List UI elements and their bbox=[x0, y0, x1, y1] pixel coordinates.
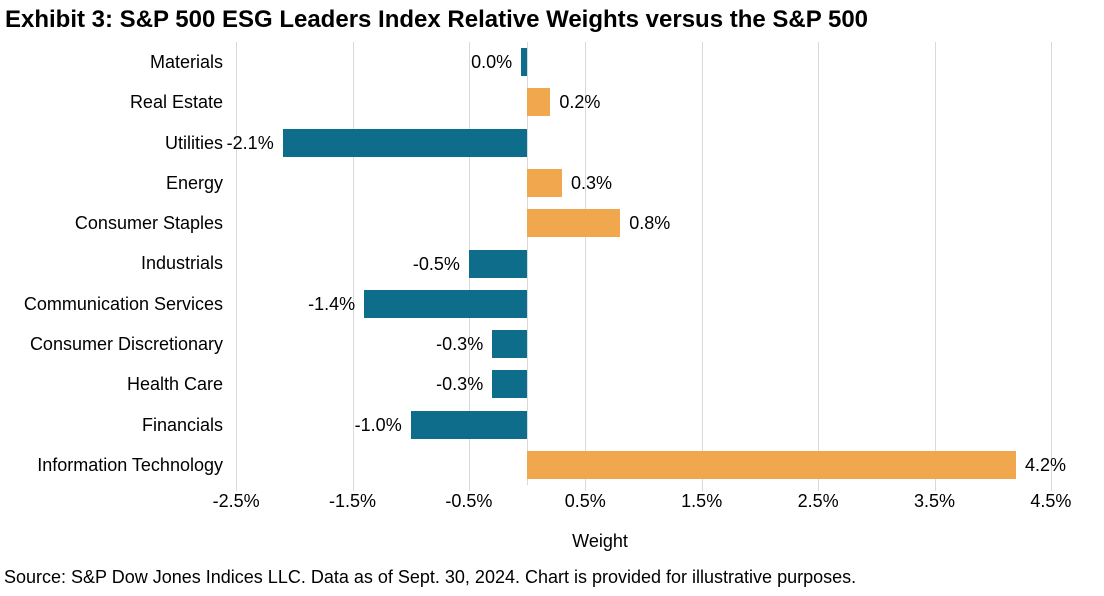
x-axis-title: Weight bbox=[572, 531, 628, 551]
bar-value-label: 0.2% bbox=[559, 92, 601, 113]
bar-value-label: 0.8% bbox=[629, 213, 671, 234]
tick-mark bbox=[934, 485, 936, 491]
gridline bbox=[701, 42, 703, 485]
bar-value-label: -0.5% bbox=[412, 253, 460, 274]
bar-value-label: 4.2% bbox=[1025, 454, 1067, 475]
category-label: Industrials bbox=[140, 253, 223, 274]
bar-value-label: 0.0% bbox=[471, 52, 513, 73]
tick-mark bbox=[236, 485, 238, 491]
tick-mark bbox=[352, 485, 354, 491]
x-tick-label: 0.5% bbox=[564, 491, 606, 511]
plot-area: 0.0% 0.2% -2.1% 0.3% 0.8% -0.5% -1.4% -0.3% -0.3… bbox=[207, 42, 1080, 485]
bar bbox=[282, 128, 528, 157]
source-note: Source: S&P Dow Jones Indices LLC. Data … bbox=[4, 567, 857, 587]
bar bbox=[468, 249, 528, 278]
x-tick-label: -0.5% bbox=[445, 491, 493, 511]
category-label: Health Care bbox=[126, 374, 223, 395]
gridline bbox=[818, 42, 820, 485]
gridline bbox=[1050, 42, 1052, 485]
bar bbox=[492, 330, 528, 358]
x-tick-label: -2.5% bbox=[212, 491, 260, 511]
bar-value-label: -0.3% bbox=[436, 334, 484, 354]
bar bbox=[410, 410, 528, 439]
gridline bbox=[236, 42, 238, 485]
category-label: Information Technology bbox=[37, 454, 223, 475]
category-label: Communication Services bbox=[23, 293, 223, 314]
chart-title: Exhibit 3: S&P 500 ESG Leaders Index Rel… bbox=[5, 6, 869, 33]
x-tick-label: 2.5% bbox=[797, 491, 839, 511]
category-label: Consumer Discretionary bbox=[29, 333, 223, 354]
bar-value-label: -1.4% bbox=[308, 293, 356, 314]
bar bbox=[527, 88, 551, 117]
tick-mark bbox=[818, 485, 820, 491]
bar bbox=[527, 450, 1016, 479]
x-tick-label: 4.5% bbox=[1030, 491, 1072, 511]
x-tick-label: 1.5% bbox=[681, 491, 723, 511]
category-label: Financials bbox=[141, 414, 223, 435]
zero-axis-line bbox=[527, 42, 529, 485]
x-tick-label: 3.5% bbox=[913, 491, 956, 511]
category-label: Materials bbox=[149, 52, 223, 72]
tick-mark bbox=[1050, 485, 1052, 491]
bar-value-label: -2.1% bbox=[226, 132, 274, 153]
tick-mark bbox=[585, 485, 587, 491]
gridline bbox=[934, 42, 936, 485]
bar bbox=[364, 289, 528, 318]
bar bbox=[492, 370, 528, 399]
bar-value-label: 0.3% bbox=[571, 173, 613, 193]
bar-value-label: -0.3% bbox=[436, 374, 484, 395]
bar-value-label: -1.0% bbox=[354, 414, 402, 435]
bar bbox=[521, 48, 528, 77]
bar bbox=[527, 169, 562, 197]
gridline bbox=[585, 42, 587, 485]
category-label: Real Estate bbox=[129, 92, 223, 113]
bar bbox=[527, 209, 621, 238]
category-label: Consumer Staples bbox=[74, 213, 223, 234]
x-tick-label: -1.5% bbox=[328, 491, 377, 511]
category-label: Utilities bbox=[164, 132, 223, 153]
gridline bbox=[352, 42, 354, 485]
category-label: Energy bbox=[165, 172, 223, 193]
tick-mark bbox=[468, 485, 470, 491]
tick-mark bbox=[701, 485, 703, 491]
